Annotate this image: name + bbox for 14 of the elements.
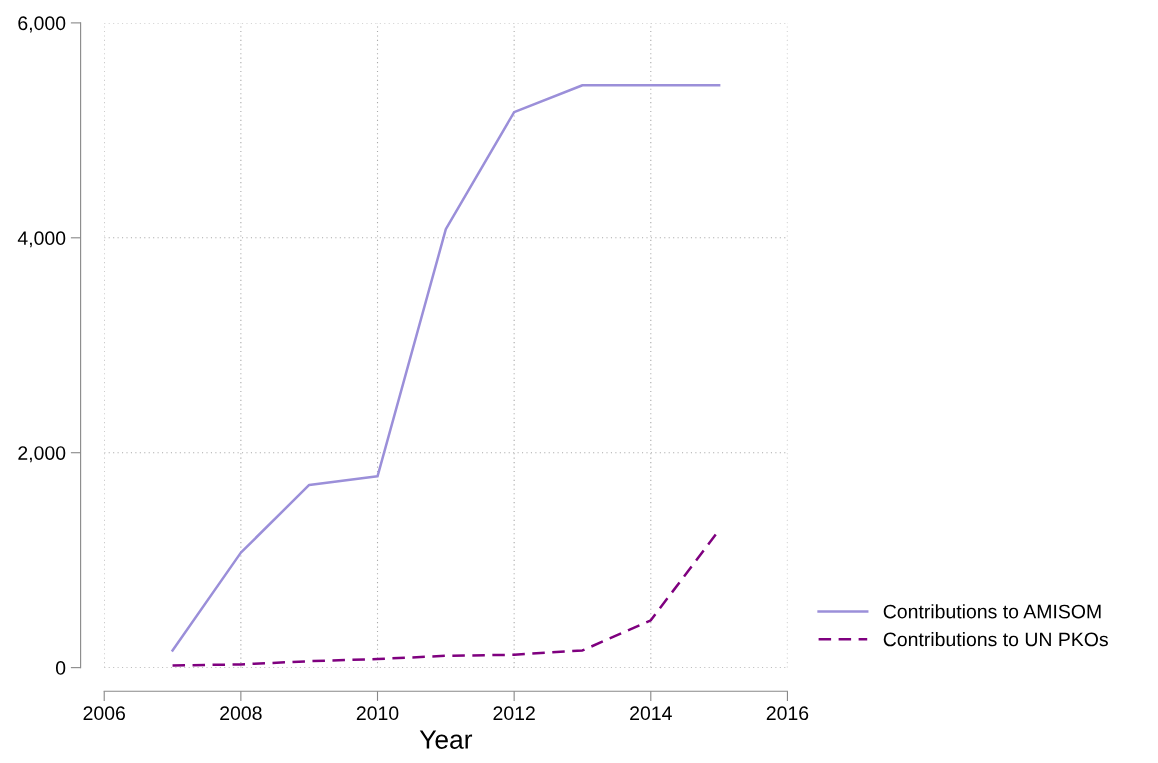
x-tick-label: 2010 [356,706,399,721]
x-tick-label: 2008 [220,706,262,721]
x-tick-label: 2014 [630,706,672,721]
y-tick-label: 2,000 [18,446,66,463]
legend-label: Contributions to UN PKOs [883,632,1108,647]
x-tick-label: 2016 [766,706,809,721]
x-tick-label: 2006 [83,706,125,721]
y-tick-label: 0 [55,661,66,675]
line-series [171,83,721,652]
legend-label: Contributions to AMISOM [883,604,1101,619]
x-tick-label: 2012 [493,706,535,721]
x-axis-title: Year [419,730,473,749]
y-tick-label: 4,000 [17,231,66,248]
y-tick-label: 6,000 [18,16,66,33]
